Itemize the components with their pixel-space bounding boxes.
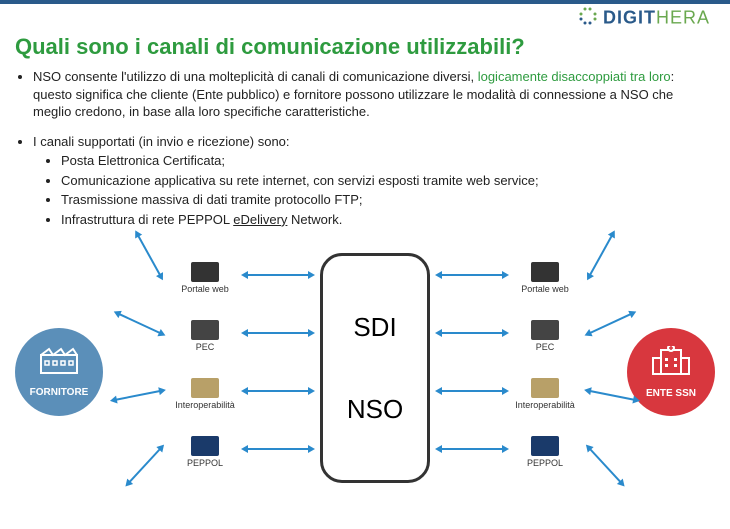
channel-icon [191,436,219,456]
channel-portale-web: Portale web [170,262,240,294]
sub-bullet: Posta Elettronica Certificata; [61,152,715,170]
fornitore-node: FORNITORE [15,328,103,416]
channel-icon [191,320,219,340]
bullet-1: NSO consente l'utilizzo di una molteplic… [33,68,715,121]
arrow-icon [247,390,309,392]
arrow-icon [590,390,635,401]
channel-pec: PEC [170,320,240,352]
channel-pec: PEC [510,320,580,352]
channel-interoperabilità: Interoperabilità [170,378,240,410]
hospital-icon [651,346,691,384]
channel-icon [531,436,559,456]
sub-bullet: Trasmissione massiva di dati tramite pro… [61,191,715,209]
sub-bullet: Infrastruttura di rete PEPPOL eDelivery … [61,211,715,229]
channel-icon [531,320,559,340]
arrow-icon [441,274,503,276]
arrow-icon [137,236,161,276]
center-label-nso: NSO [347,394,403,425]
channel-peppol: PEPPOL [510,436,580,468]
center-label-sdi: SDI [353,312,396,343]
arrow-icon [441,448,503,450]
channel-icon [531,378,559,398]
arrow-icon [441,332,503,334]
channel-icon [531,262,559,282]
arrow-icon [116,390,161,401]
arrow-icon [589,236,613,276]
arrow-icon [590,314,632,335]
channel-interoperabilità: Interoperabilità [510,378,580,410]
arrow-icon [119,314,161,335]
factory-icon [39,347,79,383]
channel-diagram: FORNITORE ENTE SSN SDI NSO Portale web PE… [15,238,715,508]
arrow-icon [247,448,309,450]
logo-text-2: HERA [656,7,710,27]
arrow-icon [589,449,621,483]
sub-bullet: Comunicazione applicativa su rete intern… [61,172,715,190]
channel-portale-web: Portale web [510,262,580,294]
arrow-icon [129,449,161,483]
ente-node: ENTE SSN [627,328,715,416]
arrow-icon [247,274,309,276]
arrow-icon [247,332,309,334]
logo-dots-icon [577,5,599,32]
channel-peppol: PEPPOL [170,436,240,468]
arrow-icon [441,390,503,392]
bullet-2: I canali supportati (in invio e ricezion… [33,133,715,229]
logo-text-1: DIGIT [603,7,656,27]
channel-icon [191,378,219,398]
channel-icon [191,262,219,282]
center-system-box: SDI NSO [320,253,430,483]
content-body: NSO consente l'utilizzo di una molteplic… [0,68,730,228]
logo: DIGITHERA [577,5,710,32]
